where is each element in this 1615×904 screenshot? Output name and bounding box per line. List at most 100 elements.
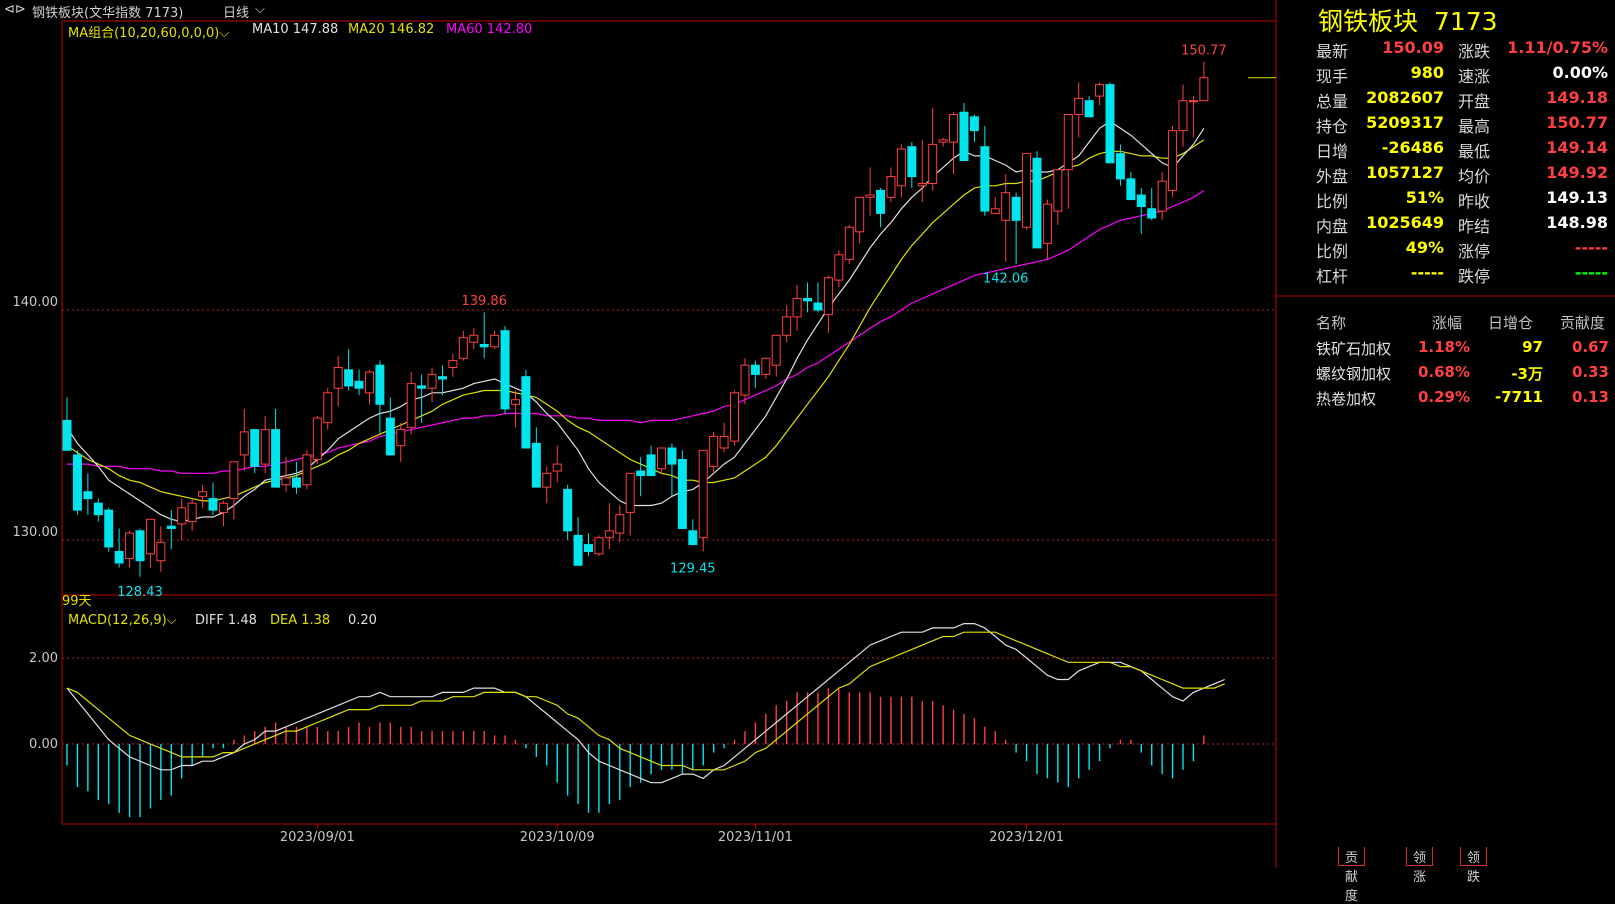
candle-body [887, 177, 895, 198]
quote-label: 开盘 [1458, 88, 1490, 112]
candle-body [1043, 204, 1051, 243]
contrib-change: 0.68% [1418, 363, 1470, 381]
ma20-label: MA20 146.82 [348, 22, 434, 37]
macd-tick-label: 2.00 [29, 651, 58, 666]
quote-value: 150.09 [1382, 38, 1444, 57]
candle-body [772, 335, 780, 365]
candle-body [1023, 154, 1031, 228]
quote-label: 内盘 [1316, 213, 1348, 237]
x-tick-label: 2023/12/01 [989, 830, 1064, 845]
ma10-label: MA10 147.88 [252, 22, 338, 37]
candle-body [178, 508, 186, 524]
quote-value: 149.13 [1546, 188, 1608, 207]
candle-body [689, 531, 697, 545]
quote-value: ----- [1575, 238, 1608, 257]
candle-body [470, 335, 478, 342]
candle-body [981, 147, 989, 211]
candle-body [1033, 158, 1041, 248]
candle-body [595, 538, 603, 554]
candle-body [1064, 115, 1072, 170]
candle-body [126, 533, 134, 558]
candle-body [438, 377, 446, 379]
quote-label: 昨收 [1458, 188, 1490, 212]
quote-title: 钢铁板块 7173 [1318, 2, 1498, 38]
candle-body [73, 455, 81, 510]
quote-label: 总量 [1316, 88, 1348, 112]
chevron-down-icon[interactable]: ⌵ [219, 26, 229, 41]
candle-body [418, 386, 426, 388]
period-select[interactable]: 日线 [223, 2, 249, 21]
candle-body [313, 418, 321, 459]
macd-value-label: 0.20 [348, 613, 377, 628]
candle-body [84, 492, 92, 499]
quote-row: 杠杆-----跌停----- [1312, 263, 1612, 288]
candle-body [845, 227, 853, 259]
candle-body [428, 374, 436, 388]
macd-label[interactable]: MACD(12,26,9)⌵ [68, 613, 177, 628]
candle-body [814, 303, 822, 310]
candle-body [637, 471, 645, 476]
candle-body [282, 478, 290, 485]
chevron-down-icon[interactable]: ⌵ [167, 613, 177, 628]
candle-body [303, 455, 311, 485]
candle-body [199, 492, 207, 497]
quote-label: 均价 [1458, 163, 1490, 187]
candle-body [1116, 154, 1124, 179]
candle-body [626, 473, 634, 512]
x-tick-label: 2023/11/01 [718, 830, 793, 845]
candle-body [188, 503, 196, 521]
candle-body [219, 503, 227, 512]
contrib-oi: -3万 [1511, 363, 1543, 384]
candle-body [459, 338, 467, 359]
quote-value: 5209317 [1366, 113, 1444, 132]
candle-body [292, 478, 300, 487]
candle-body [668, 448, 676, 464]
candle-body [105, 510, 113, 547]
candle-body [251, 430, 259, 467]
tab-top-gainers[interactable]: 领涨 [1406, 847, 1433, 866]
candle-body [647, 455, 655, 476]
quote-label: 跌停 [1458, 263, 1490, 287]
candle-body [1085, 101, 1093, 117]
quote-row: 持仓 5209317 最高 150.77 [1312, 113, 1612, 138]
quote-value: 1025649 [1366, 213, 1444, 232]
dea-label: DEA 1.38 [270, 613, 330, 628]
candle-body [230, 462, 238, 499]
quote-value: 150.77 [1546, 113, 1608, 132]
candle-body [939, 140, 947, 142]
quote-label: 最新 [1316, 38, 1348, 62]
quote-label: 日增 [1316, 138, 1348, 162]
candle-body [1106, 85, 1114, 163]
candle-body [793, 299, 801, 317]
instrument-title: 钢铁板块(文华指数 7173) [32, 2, 183, 21]
ma-group-label[interactable]: MA组合(10,20,60,0,0,0)⌵ [68, 22, 229, 41]
candle-body [157, 542, 165, 560]
quote-value: 51% [1406, 188, 1444, 207]
candle-body [751, 365, 759, 374]
candle-body [1137, 195, 1145, 207]
chevron-down-icon[interactable]: ⌵ [255, 2, 265, 17]
quote-value: 149.18 [1546, 88, 1608, 107]
contrib-header-oi: 日增仓 [1488, 312, 1533, 333]
quote-label: 比例 [1316, 188, 1348, 212]
nav-arrows-icon[interactable]: ⊲⊳ [4, 2, 26, 17]
candle-body [1002, 193, 1010, 221]
quote-label: 涨停 [1458, 238, 1490, 262]
candle-body [543, 473, 551, 487]
quote-label: 最高 [1458, 113, 1490, 137]
candle-body [574, 535, 582, 565]
tab-contribution[interactable]: 贡献度 [1338, 847, 1365, 866]
quote-label: 速涨 [1458, 63, 1490, 87]
x-tick-label: 2023/10/09 [520, 830, 595, 845]
tab-top-losers[interactable]: 领跌 [1460, 847, 1487, 866]
quote-label: 涨跌 [1458, 38, 1490, 62]
candle-body [449, 361, 457, 368]
contrib-value: 0.13 [1572, 388, 1609, 406]
candle-body [386, 418, 394, 455]
x-tick-label: 2023/09/01 [280, 830, 355, 845]
quote-label: 持仓 [1316, 113, 1348, 137]
